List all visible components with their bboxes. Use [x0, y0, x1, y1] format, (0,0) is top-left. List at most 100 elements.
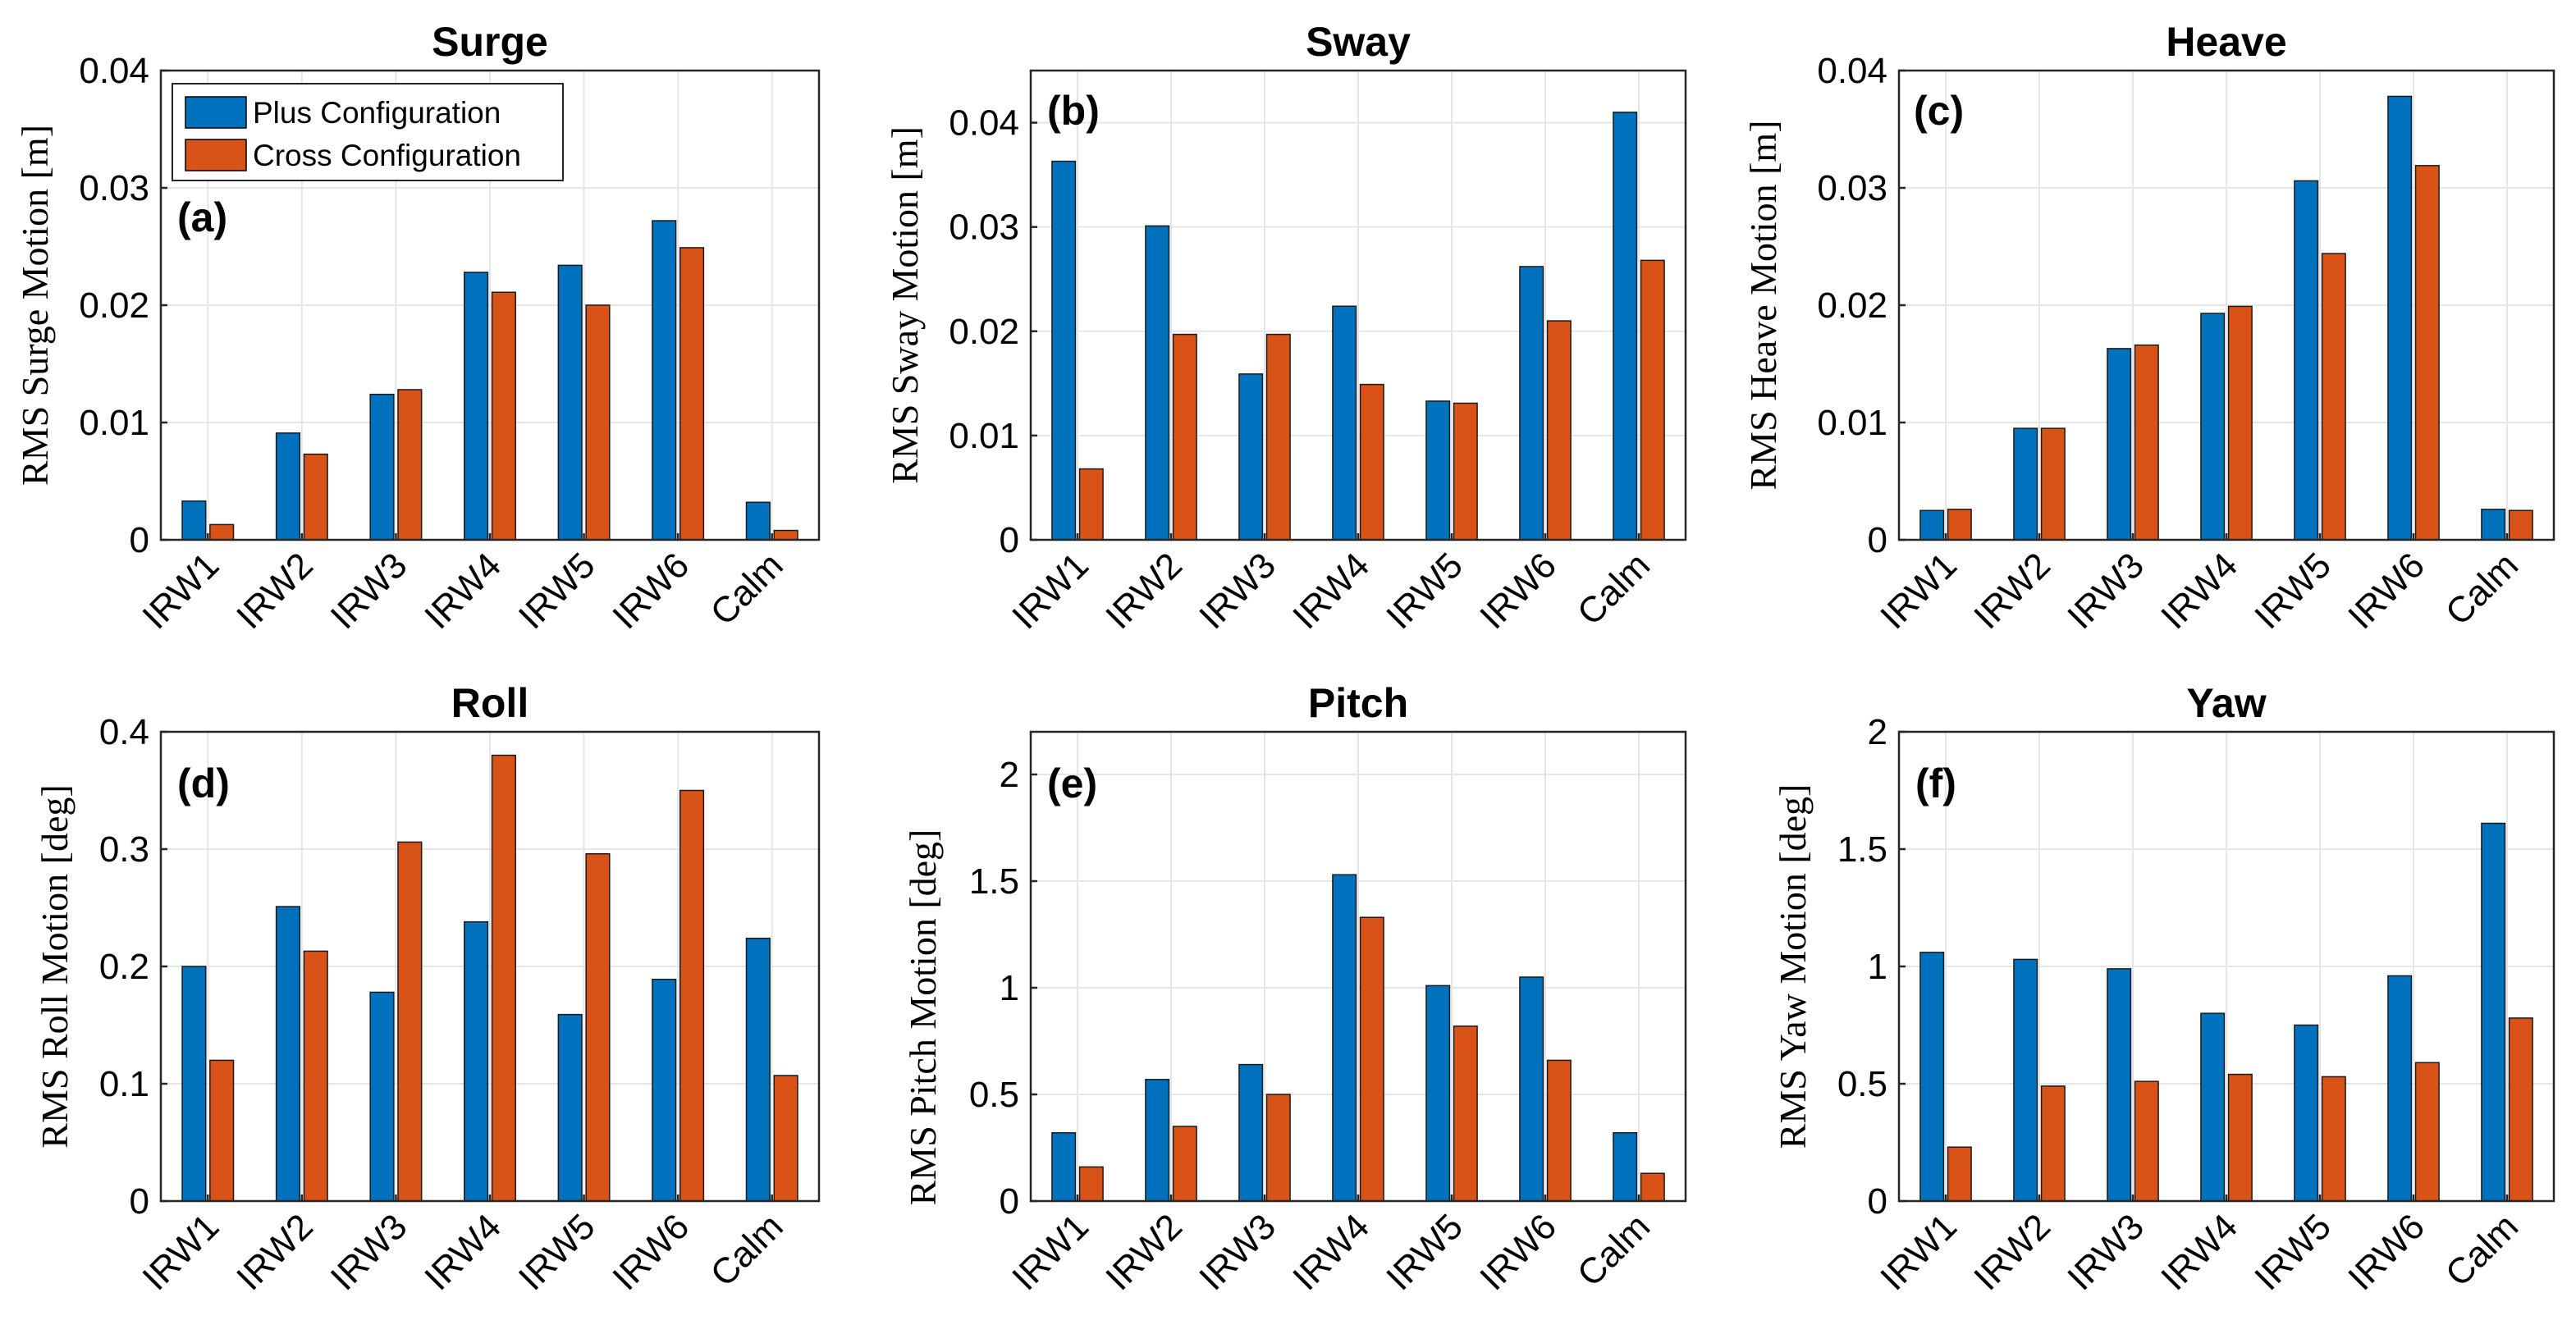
- bar-cross-configuration: [2321, 253, 2346, 541]
- panel-sway: Sway RMS Sway Motion [m] 0 0.01 0.02 0.03 0.…: [884, 19, 1687, 637]
- x-tick-label: IRW4: [2153, 1206, 2245, 1298]
- y-tick-label: 0.5: [1837, 1064, 1887, 1104]
- panel-label: (d): [177, 761, 230, 806]
- bar-plus-configuration: [2294, 180, 2319, 541]
- bar-cross-configuration: [1947, 509, 1972, 541]
- y-tick-label: 2: [1868, 712, 1887, 752]
- bar-plus-configuration: [275, 432, 301, 541]
- bar-plus-configuration: [1519, 266, 1544, 541]
- y-tick-label: 0: [1000, 520, 1019, 560]
- bar-plus-configuration: [2387, 975, 2413, 1202]
- panel-label: (a): [177, 194, 227, 240]
- bar-cross-configuration: [773, 529, 798, 541]
- bar-cross-configuration: [2227, 1073, 2253, 1202]
- y-tick-label: 0.03: [949, 208, 1019, 248]
- y-tick-label: 0.01: [949, 416, 1019, 456]
- bar-plus-configuration: [1519, 976, 1544, 1202]
- panel-title: Yaw: [2186, 680, 2266, 726]
- bar-cross-configuration: [2227, 305, 2253, 541]
- y-tick-label: 0.2: [99, 947, 149, 987]
- bar-cross-configuration: [303, 950, 328, 1202]
- y-tick-label: 0.04: [79, 51, 149, 91]
- x-tick-label: Calm: [703, 1206, 791, 1294]
- y-tick-label: 0.01: [79, 403, 149, 443]
- y-tick-label: 0.04: [949, 103, 1019, 144]
- y-axis-label: RMS Roll Motion [deg]: [34, 784, 75, 1148]
- panel-title: Surge: [432, 19, 548, 65]
- bar-plus-configuration: [2387, 95, 2413, 541]
- y-tick-label: 0.4: [99, 712, 149, 752]
- bar-plus-configuration: [1051, 1132, 1077, 1202]
- x-tick-label: IRW2: [229, 1206, 321, 1298]
- bar-cross-configuration: [2040, 427, 2066, 541]
- bar-plus-configuration: [181, 966, 207, 1202]
- y-tick-label: 0.02: [949, 312, 1019, 352]
- bar-plus-configuration: [1425, 400, 1451, 541]
- x-tick-label: IRW6: [605, 545, 697, 637]
- x-tick-label: IRW6: [1472, 1206, 1564, 1298]
- bar-cross-configuration: [1546, 320, 1572, 541]
- x-tick-label: IRW4: [1285, 545, 1377, 637]
- bar-cross-configuration: [679, 789, 705, 1202]
- panel-title: Sway: [1306, 19, 1411, 65]
- bar-cross-configuration: [2040, 1085, 2066, 1202]
- x-tick-label: IRW5: [1379, 545, 1471, 637]
- x-tick-label: Calm: [1570, 545, 1658, 633]
- panel-pitch: Pitch RMS Pitch Motion [deg] 0 0.5 1 1.5 2 IR…: [902, 680, 1687, 1298]
- y-tick-label: 0.04: [1817, 51, 1887, 91]
- bar-plus-configuration: [1919, 952, 1945, 1202]
- x-tick-label: Calm: [2438, 1206, 2526, 1294]
- x-tick-label: IRW6: [1472, 545, 1564, 637]
- panel-label: (c): [1914, 88, 1964, 134]
- bar-plus-configuration: [1332, 305, 1357, 541]
- bar-plus-configuration: [557, 264, 583, 541]
- x-tick-label: IRW5: [511, 1206, 603, 1298]
- x-tick-label: IRW6: [605, 1206, 697, 1298]
- bar-cross-configuration: [1265, 333, 1291, 541]
- x-tick-label: IRW4: [2153, 545, 2245, 637]
- axes-box: [159, 69, 821, 541]
- bar-cross-configuration: [2134, 1080, 2159, 1202]
- bar-plus-configuration: [464, 272, 489, 541]
- bar-cross-configuration: [1172, 333, 1197, 541]
- x-tick-label: Calm: [2438, 545, 2526, 633]
- bar-cross-configuration: [2414, 1062, 2440, 1202]
- y-tick-label: 2: [1000, 755, 1019, 795]
- bar-plus-configuration: [1425, 984, 1451, 1202]
- bar-cross-configuration: [1078, 1166, 1104, 1202]
- y-axis-label: RMS Yaw Motion [deg]: [1772, 784, 1814, 1149]
- x-tick-label: IRW2: [1966, 545, 2058, 637]
- y-tick-label: 0: [130, 520, 149, 560]
- panel-label: (b): [1047, 88, 1100, 134]
- x-tick-label: IRW5: [2247, 545, 2339, 637]
- y-tick-label: 0.3: [99, 829, 149, 870]
- bar-plus-configuration: [652, 220, 677, 541]
- x-tick-label: Calm: [1570, 1206, 1658, 1294]
- axes-box: [1897, 69, 2555, 541]
- panel-label: (f): [1915, 761, 1956, 806]
- y-tick-label: 0: [1868, 520, 1887, 560]
- x-tick-label: IRW3: [1192, 545, 1283, 637]
- y-tick-label: 0: [1868, 1181, 1887, 1222]
- legend: Plus Configuration Cross Configuration: [172, 83, 564, 181]
- panel-title: Heave: [2166, 19, 2286, 65]
- bar-plus-configuration: [369, 393, 395, 541]
- bar-cross-configuration: [1078, 468, 1104, 541]
- y-axis-label: RMS Surge Motion [m]: [14, 125, 56, 486]
- bar-plus-configuration: [2013, 958, 2038, 1202]
- bar-cross-configuration: [2134, 344, 2159, 541]
- bar-plus-configuration: [652, 978, 677, 1202]
- x-tick-label: IRW4: [1285, 1206, 1377, 1298]
- bar-plus-configuration: [2200, 313, 2226, 541]
- bar-plus-configuration: [745, 937, 771, 1202]
- bar-plus-configuration: [1238, 1063, 1264, 1202]
- bar-plus-configuration: [2107, 348, 2132, 541]
- axes-box: [1029, 730, 1687, 1203]
- y-tick-label: 1.5: [1837, 829, 1887, 870]
- x-tick-label: IRW2: [1966, 1206, 2058, 1298]
- bar-plus-configuration: [1145, 1079, 1170, 1202]
